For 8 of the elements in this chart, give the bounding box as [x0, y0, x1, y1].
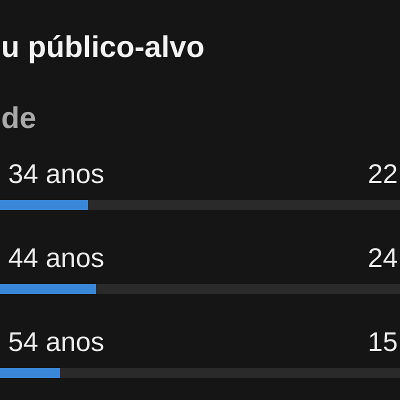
chart-title: u público-alvo: [3, 34, 204, 64]
y-tick-label: 54 anos: [9, 332, 104, 352]
data-label: 24: [369, 248, 398, 267]
data-label: 15: [370, 332, 397, 352]
chart-subtitle: de: [2, 106, 36, 128]
y-tick-label: 44 anos: [8, 248, 104, 268]
data-label: 22: [369, 164, 396, 183]
y-tick-label: 34 anos: [9, 164, 104, 184]
